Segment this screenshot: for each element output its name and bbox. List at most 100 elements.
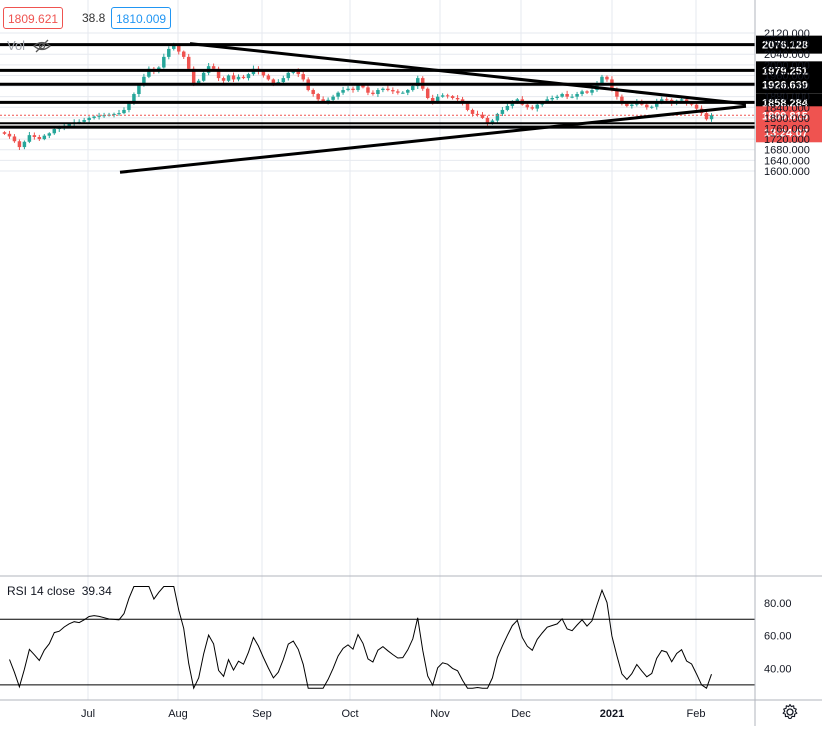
- candle-body: [221, 78, 226, 81]
- time-tick-label: Aug: [168, 708, 188, 720]
- candle-body: [455, 97, 460, 100]
- candle-body: [620, 96, 624, 104]
- candle-body: [32, 135, 37, 137]
- candle-body: [560, 94, 564, 97]
- candle-body: [525, 104, 530, 108]
- candle-body: [679, 99, 684, 101]
- time-tick-label: Sep: [252, 708, 272, 720]
- candle-body: [535, 104, 539, 109]
- level-label-box: [756, 75, 822, 94]
- candle-body: [550, 97, 554, 100]
- candle-body: [530, 107, 535, 109]
- eye-hidden-icon[interactable]: [33, 38, 51, 54]
- candle-body: [271, 79, 276, 84]
- candlestick-series: [2, 42, 714, 150]
- candle-body: [321, 99, 325, 102]
- candle-body: [406, 90, 410, 93]
- bid-price-box[interactable]: 1809.621: [3, 7, 64, 29]
- candle-body: [585, 91, 589, 93]
- candle-body: [689, 103, 694, 105]
- candle-body: [416, 78, 420, 87]
- candle-body: [654, 101, 659, 107]
- candle-body: [17, 141, 22, 148]
- candle-body: [590, 90, 594, 93]
- candle-body: [236, 76, 241, 80]
- candle-body: [500, 109, 505, 114]
- trendlines[interactable]: [119, 42, 747, 174]
- candle-body: [485, 117, 490, 124]
- time-tick-label: Nov: [430, 708, 450, 720]
- candle-body: [565, 94, 569, 97]
- candle-body: [615, 90, 619, 97]
- candle-body: [435, 96, 440, 102]
- candle-body: [301, 74, 305, 80]
- level-label-box: [756, 61, 822, 80]
- candle-body: [147, 68, 151, 77]
- level-label-box: [756, 35, 822, 54]
- trendline-support[interactable]: [119, 104, 747, 174]
- horizontal-levels[interactable]: 2076.1281979.2511926.6391858.2841764.985…: [0, 35, 822, 143]
- candle-body: [391, 90, 395, 92]
- price-tick-label: 1720.000: [764, 134, 810, 146]
- candle-body: [475, 113, 480, 115]
- price-tick-label: 2000.000: [764, 60, 810, 72]
- candle-body: [201, 72, 206, 81]
- candle-body: [381, 88, 385, 91]
- candle-body: [231, 75, 236, 80]
- candle-body: [226, 75, 231, 81]
- candle-body: [87, 117, 91, 121]
- candle-body: [450, 96, 455, 98]
- candle-body: [266, 75, 271, 80]
- rsi-panel: 80.00 60.00 40.00: [0, 586, 792, 690]
- candle-body: [177, 44, 181, 52]
- candle-body: [356, 84, 360, 91]
- candle-body: [181, 51, 186, 57]
- candle-body: [286, 72, 291, 79]
- rsi-tick-label: 60.00: [764, 631, 792, 643]
- candle-body: [505, 105, 510, 110]
- time-tick-label: Dec: [511, 708, 531, 720]
- candle-body: [341, 90, 345, 93]
- candle-body: [470, 109, 475, 114]
- candle-body: [490, 120, 495, 124]
- volume-label: Vol: [7, 38, 26, 53]
- candle-body: [371, 92, 375, 95]
- candle-body: [172, 44, 176, 49]
- candle-body: [605, 76, 609, 80]
- spread-value: 38.8: [82, 11, 106, 25]
- price-tick-label: 1680.000: [764, 145, 810, 157]
- candle-body: [545, 99, 549, 102]
- time-axis: Jul Aug Sep Oct Nov Dec 2021 Feb: [81, 708, 706, 720]
- candle-body: [401, 92, 405, 94]
- candle-body: [510, 101, 515, 106]
- candle-body: [600, 76, 604, 84]
- candle-body: [27, 135, 32, 142]
- gear-icon[interactable]: [781, 703, 799, 721]
- level-label-text: 1926.639: [762, 79, 808, 91]
- candle-body: [162, 56, 166, 68]
- candle-body: [709, 115, 714, 120]
- candle-body: [186, 56, 191, 69]
- candle-body: [82, 120, 86, 122]
- rsi-tick-label: 80.00: [764, 598, 792, 610]
- candle-body: [142, 76, 146, 85]
- candle-body: [246, 74, 251, 79]
- candle-body: [495, 113, 500, 121]
- candle-body: [331, 96, 335, 100]
- candle-body: [555, 96, 559, 98]
- level-label-text: 2076.128: [762, 40, 808, 52]
- candle-body: [650, 106, 654, 108]
- trendline-resistance[interactable]: [189, 42, 747, 106]
- ask-price-box[interactable]: 1810.009: [111, 7, 172, 29]
- candle-body: [167, 48, 171, 57]
- candle-body: [117, 113, 121, 115]
- candle-body: [326, 99, 330, 102]
- candle-body: [276, 82, 281, 84]
- candle-body: [575, 94, 579, 97]
- rsi-tick-label: 40.00: [764, 664, 792, 676]
- candle-body: [346, 88, 350, 91]
- candle-body: [366, 87, 370, 93]
- candle-body: [316, 94, 320, 100]
